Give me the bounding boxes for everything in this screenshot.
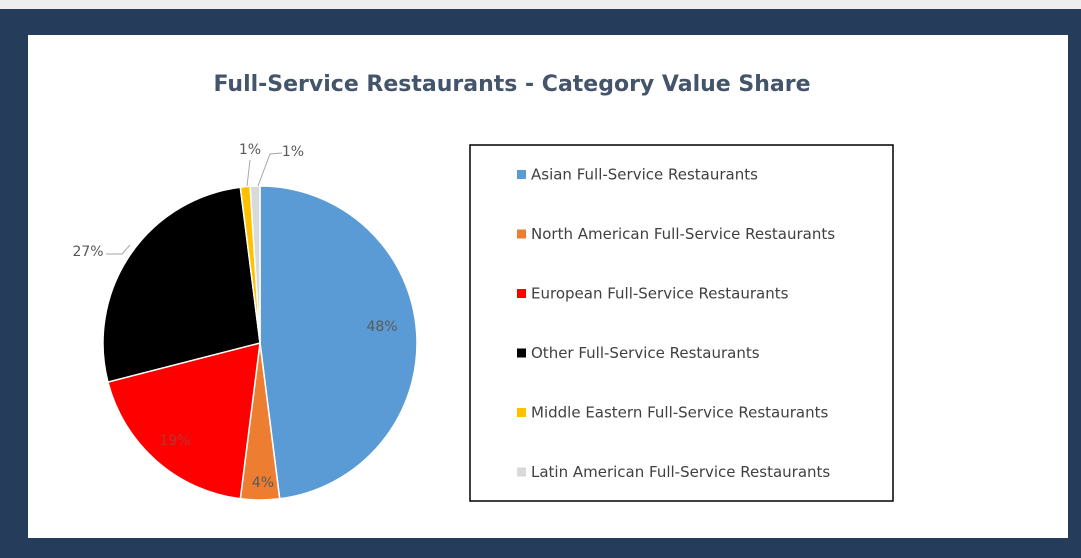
data-label: 19% xyxy=(159,433,190,449)
chart-title: Full-Service Restaurants - Category Valu… xyxy=(213,72,810,97)
top-strip xyxy=(0,0,1081,9)
data-label: 27% xyxy=(72,244,103,260)
leader-line xyxy=(246,159,251,187)
data-label: 1% xyxy=(239,142,261,158)
legend-label: Middle Eastern Full-Service Restaurants xyxy=(531,404,828,422)
legend-box xyxy=(469,144,894,502)
legend-swatch xyxy=(517,229,526,239)
data-label: 1% xyxy=(282,144,304,160)
leader-line xyxy=(106,244,131,255)
pie-slice xyxy=(249,185,261,344)
legend-label: Other Full-Service Restaurants xyxy=(531,344,760,362)
legend-swatch xyxy=(517,408,526,417)
legend-swatch xyxy=(517,289,526,298)
legend-label: European Full-Service Restaurants xyxy=(531,285,789,303)
legend-swatch xyxy=(517,348,526,358)
data-label: 48% xyxy=(366,319,397,335)
pie-slice xyxy=(102,186,261,383)
legend-swatch xyxy=(517,170,526,179)
legend-label: Asian Full-Service Restaurants xyxy=(531,166,758,184)
legend-label: North American Full-Service Restaurants xyxy=(531,225,835,243)
legend-label: Latin American Full-Service Restaurants xyxy=(531,463,830,481)
legend-swatch xyxy=(517,467,526,477)
leader-line xyxy=(257,152,283,187)
pie-slice xyxy=(259,185,418,500)
pie-slice xyxy=(107,341,261,500)
data-label: 4% xyxy=(252,475,274,491)
